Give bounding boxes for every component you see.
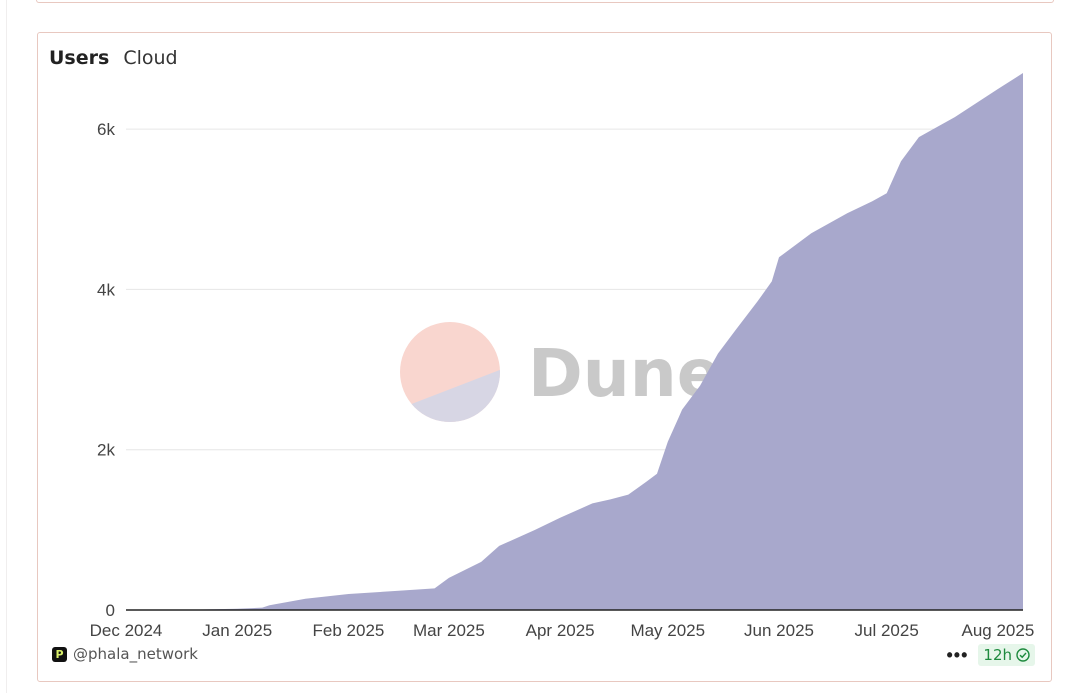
page-edge-rule bbox=[6, 0, 7, 693]
refresh-badge[interactable]: 12h bbox=[978, 644, 1035, 666]
x-tick-label: Jun 2025 bbox=[744, 621, 814, 640]
x-tick-label: Aug 2025 bbox=[961, 621, 1034, 640]
area-layer bbox=[126, 73, 1023, 610]
check-circle-icon bbox=[1016, 648, 1030, 662]
x-tick-label: Apr 2025 bbox=[526, 621, 595, 640]
x-tick-label: May 2025 bbox=[630, 621, 705, 640]
watermark-text: Dune bbox=[528, 335, 722, 412]
y-tick-label: 6k bbox=[97, 120, 115, 139]
y-tick-labels: 0 2k 4k 6k bbox=[97, 120, 115, 620]
y-tick-label: 4k bbox=[97, 280, 115, 299]
chart-tabs: Users Cloud bbox=[49, 47, 178, 69]
x-tick-label: Jan 2025 bbox=[202, 621, 272, 640]
author-handle[interactable]: @phala_network bbox=[73, 645, 198, 663]
dune-watermark: Dune bbox=[400, 322, 722, 422]
x-tick-label: Mar 2025 bbox=[413, 621, 485, 640]
tab-cloud[interactable]: Cloud bbox=[123, 47, 178, 69]
refresh-interval: 12h bbox=[983, 646, 1012, 664]
x-tick-labels: Dec 2024 Jan 2025 Feb 2025 Mar 2025 Apr 2025… bbox=[90, 621, 1035, 640]
watermark-bottom-half bbox=[400, 363, 500, 422]
footer-actions: ••• 12h bbox=[946, 644, 1035, 666]
chart-card: Users Cloud Dune 0 2k 4k 6k Dec 2024 Jan 202… bbox=[37, 32, 1052, 682]
y-tick-label: 2k bbox=[97, 441, 115, 460]
y-tick-label: 0 bbox=[106, 601, 115, 620]
previous-card-edge bbox=[36, 0, 1054, 3]
more-options-icon[interactable]: ••• bbox=[946, 644, 969, 665]
users-area-chart: Dune 0 2k 4k 6k Dec 2024 Jan 2025 Feb 2025 Mar… bbox=[90, 73, 1035, 640]
footer-author[interactable]: P @phala_network bbox=[52, 645, 198, 663]
x-tick-label: Feb 2025 bbox=[313, 621, 385, 640]
author-logo-icon: P bbox=[52, 646, 67, 662]
x-tick-label: Jul 2025 bbox=[855, 621, 919, 640]
x-tick-label: Dec 2024 bbox=[90, 621, 163, 640]
tab-users[interactable]: Users bbox=[49, 47, 110, 69]
users-area bbox=[126, 73, 1023, 610]
